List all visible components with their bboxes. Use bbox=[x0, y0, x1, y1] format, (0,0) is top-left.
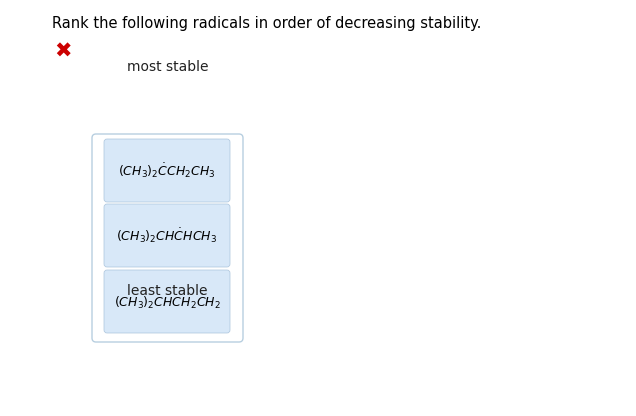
Text: ✖: ✖ bbox=[54, 42, 71, 62]
Text: Rank the following radicals in order of decreasing stability.: Rank the following radicals in order of … bbox=[52, 16, 481, 31]
FancyBboxPatch shape bbox=[104, 139, 230, 202]
FancyBboxPatch shape bbox=[104, 204, 230, 267]
Text: least stable: least stable bbox=[127, 284, 208, 298]
Text: $(CH_3)_2\dot{C}CH_2CH_3$: $(CH_3)_2\dot{C}CH_2CH_3$ bbox=[118, 161, 216, 180]
FancyBboxPatch shape bbox=[104, 270, 230, 333]
Text: $(CH_3)_2CHCH_2\dot{C}H_2$: $(CH_3)_2CHCH_2\dot{C}H_2$ bbox=[114, 292, 220, 311]
Text: $(CH_3)_2CH\dot{C}HCH_3$: $(CH_3)_2CH\dot{C}HCH_3$ bbox=[116, 226, 218, 245]
Text: most stable: most stable bbox=[127, 60, 208, 74]
FancyBboxPatch shape bbox=[92, 134, 243, 342]
